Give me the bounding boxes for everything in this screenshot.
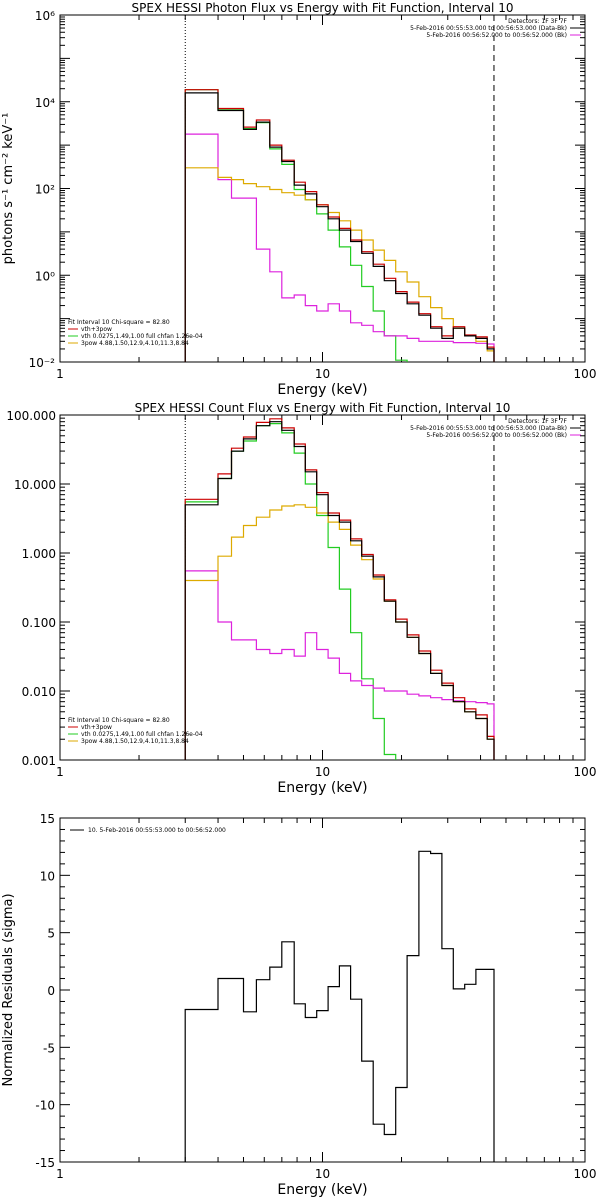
series-group — [184, 418, 495, 760]
residuals-panel: 1 10 100 Energy (keV) -15 -10 -5 0 5 10 15 Normaliz… — [1, 812, 597, 1198]
x-tick-label: 100 — [574, 367, 597, 381]
legend-entry: 5-Feb-2016 00:56:52.000 to 00:56:52.000 … — [426, 432, 567, 439]
y-tick-label: 10⁶ — [35, 9, 55, 23]
y-tick-label: 0.100 — [22, 616, 56, 630]
fit-legend-entry: vth 0.0275,1.49,1.00 full chfan 1.26e-04 — [81, 333, 203, 340]
plot-frame — [59, 817, 586, 1163]
photon-flux-panel: 1 10 100 Energy (keV) 10⁻² 10⁰ 10² 10⁴ 10⁶ photon… — [1, 1, 597, 398]
series-line-residuals — [184, 850, 495, 1162]
fit-legend-entry: vth 0.0275,1.49,1.00 full chfan 1.26e-04 — [81, 731, 203, 738]
y-tick-label: -15 — [35, 1156, 55, 1170]
series-line-vth — [184, 89, 408, 362]
y-tick-label: 15 — [40, 812, 55, 826]
y-tick-label: 10⁰ — [35, 269, 55, 283]
series-group — [184, 850, 495, 1162]
fit-legend-entry: vth+3pow — [81, 326, 112, 333]
x-tick-label: 10 — [315, 765, 330, 779]
series-group — [184, 89, 495, 362]
y-tick-label: 10⁴ — [35, 96, 55, 110]
y-tick-label: 10⁻² — [29, 356, 56, 370]
x-tick-label: 1 — [56, 765, 64, 779]
y-tick-label: 0 — [47, 984, 55, 998]
x-tick-label: 10 — [315, 1167, 330, 1181]
y-tick-label: 1.000 — [22, 547, 56, 561]
legend-entry: 5-Feb-2016 00:55:53.000 to 00:56:53.000 … — [410, 425, 567, 432]
plot-frame — [59, 414, 586, 761]
legend-entry: 10. 5-Feb-2016 00:55:53.000 to 00:56:52.… — [88, 827, 226, 834]
fit-legend-title: Fit Interval 10 Chi-square = 82.80 — [68, 717, 170, 724]
series-line-bk — [184, 133, 495, 362]
y-tick-label: 0.010 — [22, 685, 56, 699]
y-tick-label: -5 — [43, 1041, 55, 1055]
y-axis-label: photons s⁻¹ cm⁻² keV⁻¹ — [1, 113, 16, 265]
x-tick-label: 10 — [315, 367, 330, 381]
y-tick-label: 0.001 — [22, 754, 56, 768]
series-line-data-bk — [184, 92, 495, 362]
legend-detectors: Detectors: 1F 3F 7F — [508, 18, 567, 25]
plot-frame — [59, 14, 586, 363]
fit-legend-entry: 3pow 4.88,1.50,12.9,4.10,11.3,8.84 — [81, 738, 189, 745]
y-tick-label: 5 — [47, 927, 55, 941]
fit-legend-entry: vth+3pow — [81, 724, 112, 731]
x-tick-label: 1 — [56, 1167, 64, 1181]
series-line-3pow — [184, 167, 495, 362]
y-axis-label: Normalized Residuals (sigma) — [1, 893, 16, 1086]
y-tick-label: 10 — [40, 869, 55, 883]
y-tick-label: 10² — [35, 183, 55, 197]
chart-title: SPEX HESSI Count Flux vs Energy with Fit… — [135, 401, 511, 415]
legend-entry: 5-Feb-2016 00:56:52.000 to 00:56:52.000 … — [426, 32, 567, 39]
legend-entry: 5-Feb-2016 00:55:53.000 to 00:56:53.000 … — [410, 25, 567, 32]
x-tick-label: 1 — [56, 367, 64, 381]
series-line-data-bk — [184, 421, 495, 760]
x-axis-label: Energy (keV) — [277, 1182, 367, 1198]
x-tick-label: 100 — [574, 765, 597, 779]
y-tick-label: -10 — [35, 1099, 55, 1113]
x-axis-label: Energy (keV) — [277, 382, 367, 398]
chart-title: SPEX HESSI Photon Flux vs Energy with Fi… — [132, 1, 514, 15]
x-tick-label: 100 — [574, 1167, 597, 1181]
fit-legend-entry: 3pow 4.88,1.50,12.9,4.10,11.3,8.84 — [81, 340, 189, 347]
count-flux-panel: 1 10 100 Energy (keV) 0.001 0.010 0.100 1.000 10… — [6, 401, 597, 796]
fit-legend-title: Fit Interval 10 Chi-square = 82.80 — [68, 319, 170, 326]
y-tick-label: 100.000 — [6, 409, 56, 423]
y-tick-label: 10.000 — [14, 478, 56, 492]
x-axis-label: Energy (keV) — [277, 780, 367, 796]
legend-detectors: Detectors: 1F 3F 7F — [508, 418, 567, 425]
series-line-vth — [184, 423, 397, 760]
